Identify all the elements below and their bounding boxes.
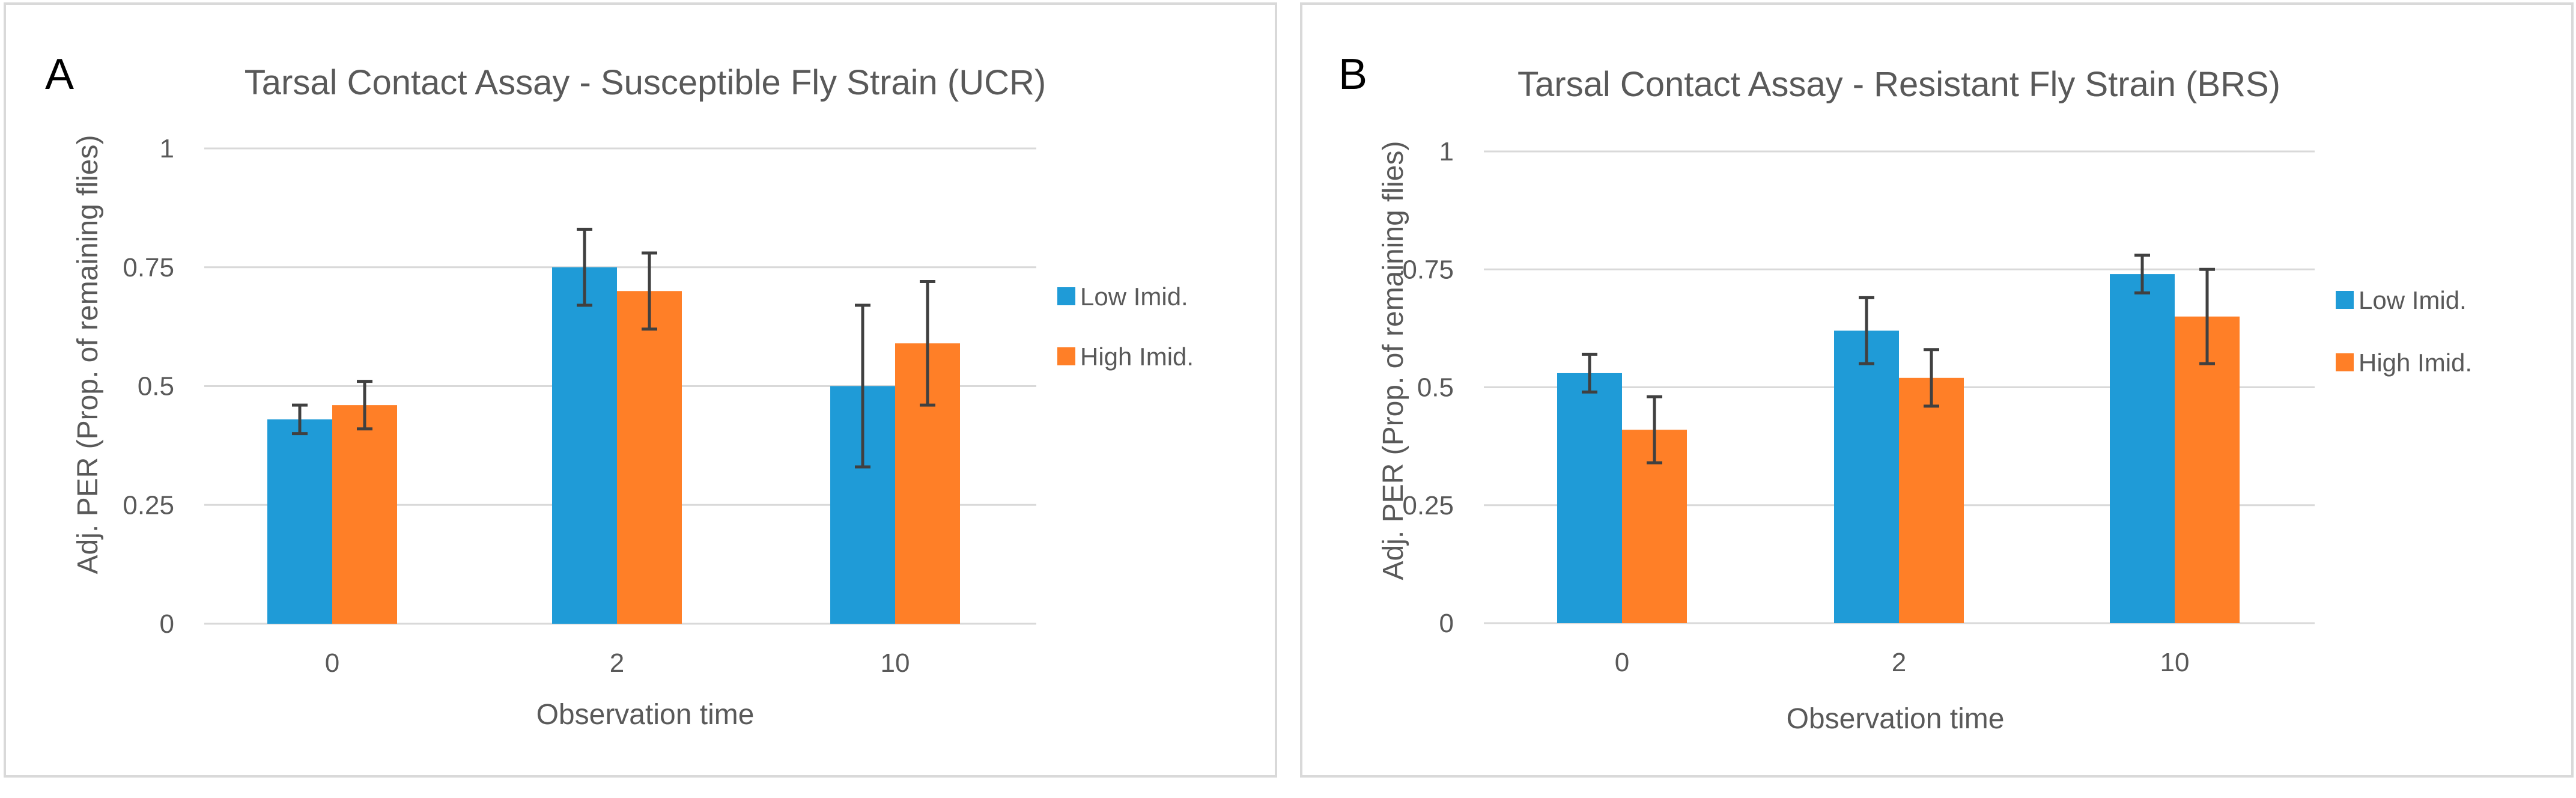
bar-high-imid-2 <box>617 291 682 624</box>
x-tick-label: 2 <box>610 648 624 678</box>
x-tick-label: 10 <box>2160 648 2190 677</box>
x-tick-label: 2 <box>1892 648 1906 677</box>
panel-b-y-axis-label: Adj. PER (Prop. of remaining flies) <box>1378 141 1409 580</box>
y-tick-label: 0.5 <box>138 372 174 401</box>
panel-b-letter: B <box>1338 50 1367 99</box>
y-tick-label: 0 <box>1439 609 1454 638</box>
panel-b-legend: Low Imid. High Imid. <box>2336 286 2472 377</box>
panel-a-letter: A <box>45 50 74 99</box>
x-tick-label: 0 <box>325 648 339 678</box>
panel-a: A Tarsal Contact Assay - Susceptible Fly… <box>4 2 1277 778</box>
bar-low-imid-0 <box>1557 373 1622 623</box>
bar-low-imid-0 <box>267 419 332 624</box>
y-tick-label: 0.25 <box>123 490 174 520</box>
bar-high-imid-0 <box>332 405 397 624</box>
panel-b: B Tarsal Contact Assay - Resistant Fly S… <box>1300 2 2574 778</box>
bar-low-imid-2 <box>1834 330 1899 623</box>
x-tick-label: 10 <box>881 648 910 678</box>
y-tick-label: 1 <box>1439 137 1454 166</box>
y-tick-label: 0.75 <box>123 253 174 282</box>
legend-swatch-high-imid <box>1057 347 1075 365</box>
legend-label-low-imid: Low Imid. <box>2359 286 2467 314</box>
y-tick-label: 0 <box>160 609 174 639</box>
bar-low-imid-2 <box>552 267 617 624</box>
panel-a-y-axis-label: Adj. PER (Prop. of remaining flies) <box>72 135 104 574</box>
y-tick-label: 0.25 <box>1402 491 1454 520</box>
bar-high-imid-2 <box>1899 377 1964 623</box>
panel-a-legend: Low Imid. High Imid. <box>1057 282 1194 371</box>
x-tick-label: 0 <box>1615 648 1629 677</box>
bar-low-imid-10 <box>2110 274 2175 624</box>
legend-label-low-imid: Low Imid. <box>1080 282 1188 311</box>
panel-a-title: Tarsal Contact Assay - Susceptible Fly S… <box>245 63 1046 102</box>
panel-a-x-axis-label: Observation time <box>536 699 755 731</box>
y-tick-label: 0.75 <box>1402 255 1454 284</box>
panel-b-x-axis-label: Observation time <box>1787 703 2005 735</box>
bar-high-imid-10 <box>2175 316 2240 623</box>
legend-swatch-high-imid <box>2336 353 2354 371</box>
y-tick-label: 0.5 <box>1417 373 1454 403</box>
legend-swatch-low-imid <box>1057 287 1075 305</box>
legend-label-high-imid: High Imid. <box>1080 343 1194 371</box>
panel-b-title: Tarsal Contact Assay - Resistant Fly Str… <box>1517 65 2280 104</box>
y-tick-label: 1 <box>160 134 174 163</box>
legend-swatch-low-imid <box>2336 291 2354 309</box>
legend-label-high-imid: High Imid. <box>2359 349 2472 377</box>
